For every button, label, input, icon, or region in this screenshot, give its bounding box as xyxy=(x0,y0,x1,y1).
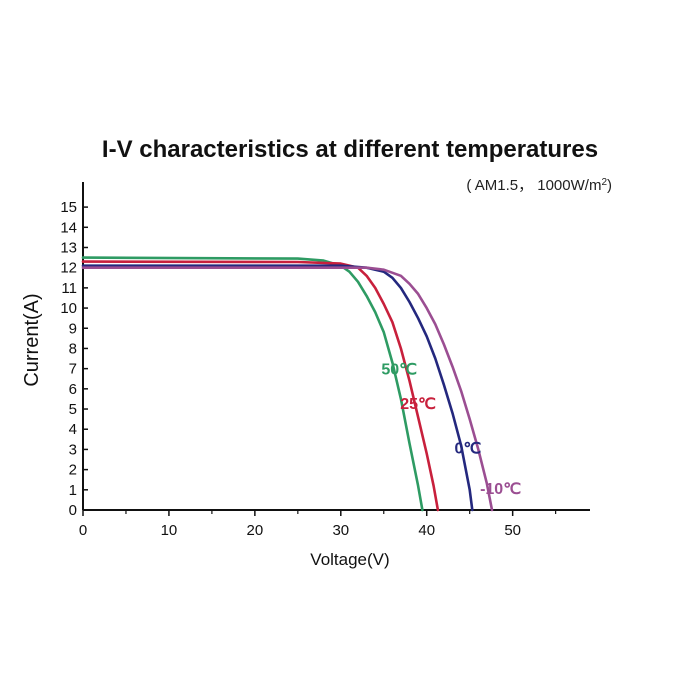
y-tick-label: 3 xyxy=(69,441,77,458)
axes xyxy=(82,182,590,511)
series-line-3 xyxy=(81,266,494,512)
y-tick-label: 13 xyxy=(60,239,77,256)
y-axis-label: Current(A) xyxy=(21,293,43,386)
series-label-1: 25℃ xyxy=(400,396,436,413)
chart-subtitle: ( AM1.5， 1000W/m2) xyxy=(466,177,612,195)
y-tick-label: 0 xyxy=(69,502,77,519)
series-lines xyxy=(81,256,494,512)
x-tick-label: 50 xyxy=(504,522,521,539)
series-labels: 50℃ 25℃ 0℃ -10℃ xyxy=(381,362,521,498)
chart-subtitle-suffix: ) xyxy=(607,177,612,194)
y-tick-label: 10 xyxy=(60,300,77,317)
y-tick-label: 15 xyxy=(60,199,77,216)
y-tick-label: 6 xyxy=(69,381,77,398)
x-tick-label: 10 xyxy=(161,522,178,539)
series-line-1 xyxy=(81,260,440,512)
x-tick-label: 20 xyxy=(247,522,264,539)
y-tick-label: 2 xyxy=(69,462,77,479)
y-tick-label: 1 xyxy=(69,482,77,499)
x-axis-label: Voltage(V) xyxy=(310,550,389,569)
y-tick-label: 8 xyxy=(69,340,77,357)
y-tick-label: 14 xyxy=(60,219,77,236)
y-tick-label: 4 xyxy=(69,421,77,438)
series-line-2 xyxy=(81,264,474,512)
x-tick-label: 30 xyxy=(332,522,349,539)
y-tick-label: 7 xyxy=(69,361,77,378)
series-line-0 xyxy=(81,256,424,512)
chart-title: I-V characteristics at different tempera… xyxy=(102,136,598,163)
y-tick-label: 11 xyxy=(61,280,77,297)
series-label-3: -10℃ xyxy=(480,481,521,498)
chart-subtitle-sup: 2 xyxy=(601,177,607,188)
y-tick-label: 12 xyxy=(60,260,77,277)
chart-subtitle-prefix: ( AM1.5， 1000W/m xyxy=(466,177,601,194)
x-tick-label: 40 xyxy=(418,522,435,539)
y-tick-label: 9 xyxy=(69,320,77,337)
series-label-2: 0℃ xyxy=(455,440,482,457)
y-tick-label: 5 xyxy=(69,401,77,418)
x-tick-label: 0 xyxy=(79,522,87,539)
series-label-0: 50℃ xyxy=(381,362,417,379)
